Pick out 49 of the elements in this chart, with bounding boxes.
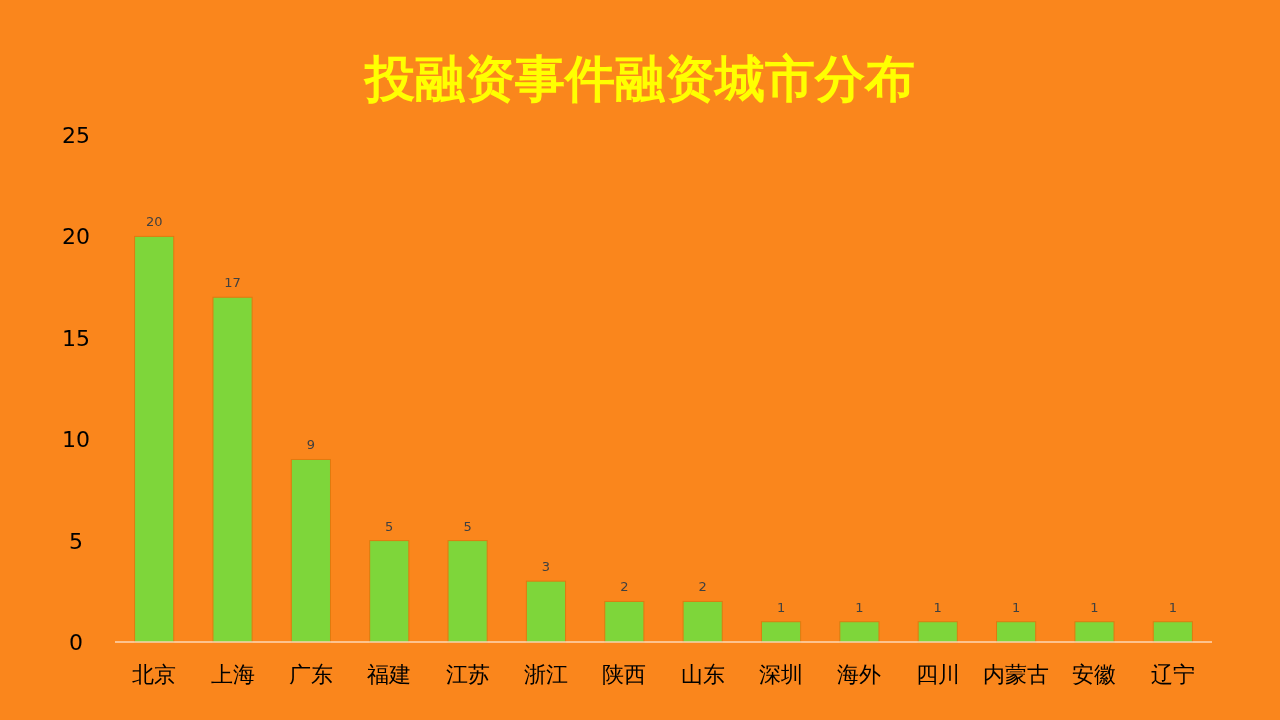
bar bbox=[917, 621, 958, 643]
data-label: 9 bbox=[306, 437, 316, 453]
x-tick-label: 安徽 bbox=[1072, 662, 1117, 687]
bar bbox=[1074, 621, 1115, 643]
bar bbox=[839, 621, 880, 643]
bar bbox=[525, 580, 567, 643]
y-tick-label: 0 bbox=[69, 630, 83, 655]
x-tick-label: 浙江 bbox=[523, 662, 568, 687]
x-tick-label: 深圳 bbox=[759, 662, 804, 687]
x-tick-label: 内蒙古 bbox=[983, 662, 1050, 687]
data-label: 17 bbox=[224, 275, 241, 291]
chart-title: 投融资事件融资城市分布 bbox=[363, 50, 915, 108]
bar bbox=[760, 621, 802, 643]
bar bbox=[134, 235, 175, 643]
data-label: 3 bbox=[541, 559, 551, 575]
x-tick-label: 山东 bbox=[680, 662, 725, 687]
data-label: 1 bbox=[1090, 599, 1099, 615]
bar bbox=[369, 540, 410, 643]
x-tick-label: 北京 bbox=[132, 662, 177, 687]
x-tick-label: 福建 bbox=[367, 662, 412, 687]
bar bbox=[447, 540, 488, 643]
bar bbox=[604, 600, 645, 643]
data-label: 1 bbox=[776, 599, 786, 615]
y-tick-label: 10 bbox=[62, 427, 90, 453]
bar bbox=[212, 296, 253, 643]
y-tick-label: 15 bbox=[62, 325, 90, 351]
data-label: 20 bbox=[145, 214, 163, 230]
data-label: 1 bbox=[855, 599, 864, 615]
data-label: 5 bbox=[385, 518, 394, 534]
data-label: 1 bbox=[933, 599, 942, 615]
data-label: 1 bbox=[1168, 599, 1177, 615]
bar bbox=[1152, 621, 1193, 643]
x-tick-label: 上海 bbox=[210, 662, 255, 687]
x-tick-label: 辽宁 bbox=[1150, 662, 1195, 687]
data-label: 2 bbox=[698, 579, 707, 595]
y-tick-label: 25 bbox=[62, 123, 90, 148]
y-tick-label: 5 bbox=[69, 528, 83, 554]
data-label: 1 bbox=[1011, 599, 1021, 615]
x-tick-label: 广东 bbox=[288, 662, 333, 687]
x-tick-label: 陕西 bbox=[602, 662, 647, 687]
x-tick-label: 四川 bbox=[915, 662, 960, 687]
data-label: 5 bbox=[463, 518, 472, 534]
bar bbox=[682, 600, 723, 643]
x-tick-label: 江苏 bbox=[445, 662, 490, 687]
y-tick-label: 20 bbox=[62, 224, 90, 250]
bar bbox=[290, 458, 331, 643]
data-label: 2 bbox=[620, 579, 629, 595]
bar bbox=[996, 621, 1037, 643]
x-tick-label: 海外 bbox=[837, 662, 882, 687]
